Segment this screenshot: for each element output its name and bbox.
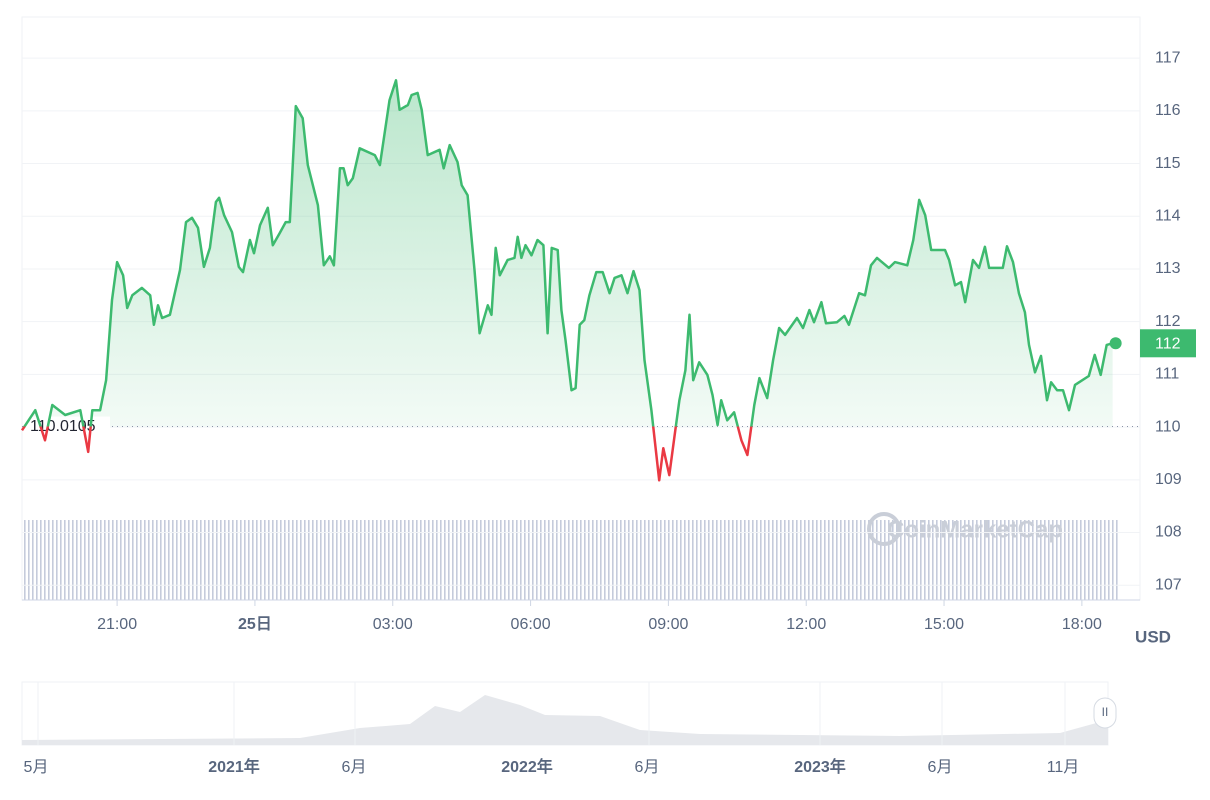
y-tick-label: 107 [1155,576,1182,593]
volume-bars [22,520,1120,600]
x-tick-label: 25日 [238,615,272,633]
navigator-label: 11月 [1047,759,1080,776]
price-tag: 112 [1155,336,1181,353]
y-tick-label: 112 [1155,313,1181,330]
navigator-handle[interactable] [1093,697,1117,729]
y-tick-label: 114 [1155,207,1181,224]
navigator: II 5月 2021年 6月 2022年 6月 2023年 6月 11月 [21,681,1117,776]
x-tick-label: 15:00 [924,616,964,633]
y-tick-label: 115 [1155,155,1181,172]
y-tick-label: 113 [1155,260,1181,277]
y-tick-label: 117 [1155,49,1181,66]
navigator-label: 5月 [24,759,49,776]
watermark-logo [867,512,901,546]
y-tick-label: 108 [1155,524,1182,541]
x-tick-label: 09:00 [648,616,688,633]
navigator-label: 6月 [342,759,367,776]
x-tick-label: 06:00 [511,616,551,633]
y-tick-label: 110 [1155,418,1181,435]
y-tick-label: 109 [1155,471,1182,488]
area [24,80,1113,427]
x-tick-label: 21:00 [97,616,137,633]
y-tick-label: 111 [1155,366,1179,383]
y-tick-label: 116 [1155,102,1181,119]
x-tick-label: 12:00 [786,616,826,633]
x-tick-label: 03:00 [373,616,413,633]
y-unit: USD [1135,627,1171,646]
navigator-label: 2021年 [208,757,260,776]
price-line [20,79,1113,482]
price-tag-bg [1140,329,1196,358]
navigator-label: 2023年 [794,757,846,776]
navigator-label: 6月 [928,759,953,776]
handle-grip[interactable]: II [1102,705,1109,719]
navigator-label: 6月 [635,759,660,776]
last-point [1109,337,1122,350]
navigator-area [22,695,1108,745]
watermark: CoinMarketCap [887,516,1063,543]
x-tick-label: 18:00 [1062,616,1102,633]
navigator-label: 2022年 [501,757,553,776]
